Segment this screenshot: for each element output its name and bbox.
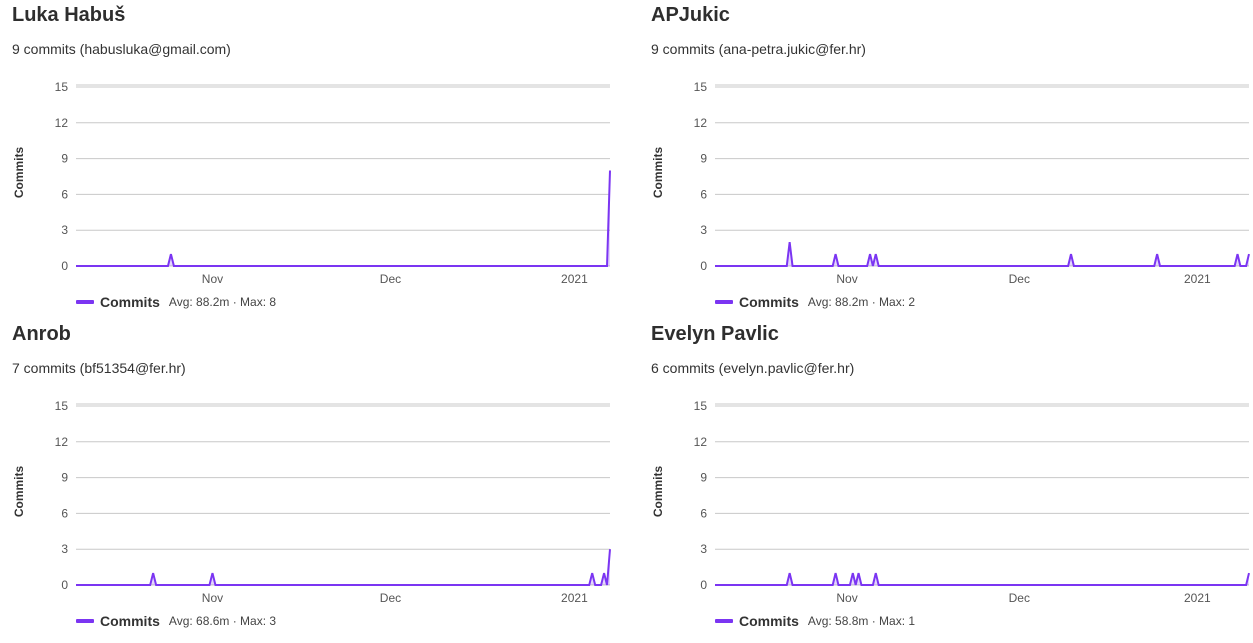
y-tick-label: 15	[55, 399, 69, 413]
chart-legend: Commits Avg: 88.2m · Max: 8	[76, 294, 276, 310]
y-axis-label: Commits	[651, 466, 665, 518]
legend-swatch	[715, 619, 733, 623]
contributor-name: Evelyn Pavlic	[651, 323, 779, 345]
x-tick-label: Dec	[1009, 272, 1030, 286]
legend-stats: Avg: 58.8m · Max: 1	[807, 614, 916, 628]
y-tick-label: 3	[700, 542, 707, 556]
x-tick-label: Nov	[836, 272, 857, 286]
legend-series-label: Commits	[100, 613, 160, 629]
y-tick-label: 12	[694, 435, 708, 449]
y-tick-label: 15	[694, 80, 708, 94]
chart-legend: Commits Avg: 58.8m · Max: 1	[715, 613, 915, 629]
y-tick-label: 6	[700, 187, 707, 201]
y-tick-label: 3	[61, 223, 68, 237]
y-tick-label: 0	[700, 259, 707, 273]
y-tick-label: 6	[61, 187, 68, 201]
y-tick-label: 9	[700, 152, 707, 166]
x-tick-label: Nov	[202, 591, 223, 605]
y-tick-label: 9	[61, 152, 68, 166]
chart-legend: Commits Avg: 68.6m · Max: 3	[76, 613, 276, 629]
series-line	[76, 170, 611, 267]
y-tick-label: 6	[700, 506, 707, 520]
y-axis-label: Commits	[651, 147, 665, 199]
y-tick-label: 9	[61, 471, 68, 485]
y-tick-label: 12	[694, 116, 708, 130]
commits-chart: 0 3 6 9 12 15 Commits Nov Dec 2021	[12, 80, 611, 286]
x-tick-label: 2021	[1184, 272, 1211, 286]
x-tick-label: Dec	[380, 272, 401, 286]
legend-stats: Avg: 88.2m · Max: 2	[807, 295, 916, 309]
contributor-commit-summary: 7 commits (bf51354@fer.hr)	[12, 360, 186, 376]
x-tick-label: Dec	[1009, 591, 1030, 605]
legend-series-label: Commits	[739, 294, 799, 310]
commits-chart: 0 3 6 9 12 15 Commits Nov Dec 2021	[12, 399, 611, 605]
chart-legend: Commits Avg: 88.2m · Max: 2	[715, 294, 915, 310]
series-area	[76, 549, 610, 585]
x-tick-label: Dec	[380, 591, 401, 605]
y-axis-label: Commits	[12, 466, 26, 518]
y-tick-label: 12	[55, 116, 69, 130]
contributor-name: APJukic	[651, 4, 730, 26]
series-area	[76, 170, 610, 266]
y-tick-label: 0	[61, 259, 68, 273]
y-tick-label: 15	[55, 80, 69, 94]
commits-chart: 0 3 6 9 12 15 Commits Nov Dec 2021	[651, 399, 1250, 605]
y-tick-label: 9	[700, 471, 707, 485]
y-tick-label: 0	[61, 578, 68, 592]
commits-chart: 0 3 6 9 12 15 Commits Nov Dec 2021	[651, 80, 1250, 286]
contributor-card-evelyn-pavlic: Evelyn Pavlic 6 commits (evelyn.pavlic@f…	[651, 319, 1251, 639]
legend-stats: Avg: 88.2m · Max: 8	[168, 295, 277, 309]
y-tick-label: 3	[700, 223, 707, 237]
legend-stats: Avg: 68.6m · Max: 3	[168, 614, 277, 628]
contributor-name: Anrob	[12, 323, 71, 345]
series-area	[715, 573, 1249, 585]
contributor-commit-summary: 6 commits (evelyn.pavlic@fer.hr)	[651, 360, 855, 376]
y-tick-label: 0	[700, 578, 707, 592]
x-tick-label: Nov	[836, 591, 857, 605]
contributor-card-apjukic: APJukic 9 commits (ana-petra.jukic@fer.h…	[651, 0, 1251, 320]
x-tick-label: Nov	[202, 272, 223, 286]
legend-series-label: Commits	[739, 613, 799, 629]
contributor-commit-summary: 9 commits (ana-petra.jukic@fer.hr)	[651, 41, 866, 57]
x-tick-label: 2021	[561, 272, 588, 286]
y-tick-label: 3	[61, 542, 68, 556]
legend-swatch	[76, 300, 94, 304]
x-tick-label: 2021	[561, 591, 588, 605]
series-line	[76, 549, 611, 586]
contributor-name: Luka Habuš	[12, 4, 126, 26]
contributor-card-anrob: Anrob 7 commits (bf51354@fer.hr) 0 3 6 9 12 1…	[12, 319, 612, 639]
series-area	[715, 242, 1249, 266]
y-tick-label: 6	[61, 506, 68, 520]
y-tick-label: 12	[55, 435, 69, 449]
legend-series-label: Commits	[100, 294, 160, 310]
series-line	[715, 242, 1250, 267]
y-tick-label: 15	[694, 399, 708, 413]
series-line	[715, 572, 1250, 586]
x-tick-label: 2021	[1184, 591, 1211, 605]
legend-swatch	[76, 619, 94, 623]
contributor-card-luka-habus: Luka Habuš 9 commits (habusluka@gmail.co…	[12, 0, 612, 320]
y-axis-label: Commits	[12, 147, 26, 199]
legend-swatch	[715, 300, 733, 304]
contributor-commit-summary: 9 commits (habusluka@gmail.com)	[12, 41, 231, 57]
